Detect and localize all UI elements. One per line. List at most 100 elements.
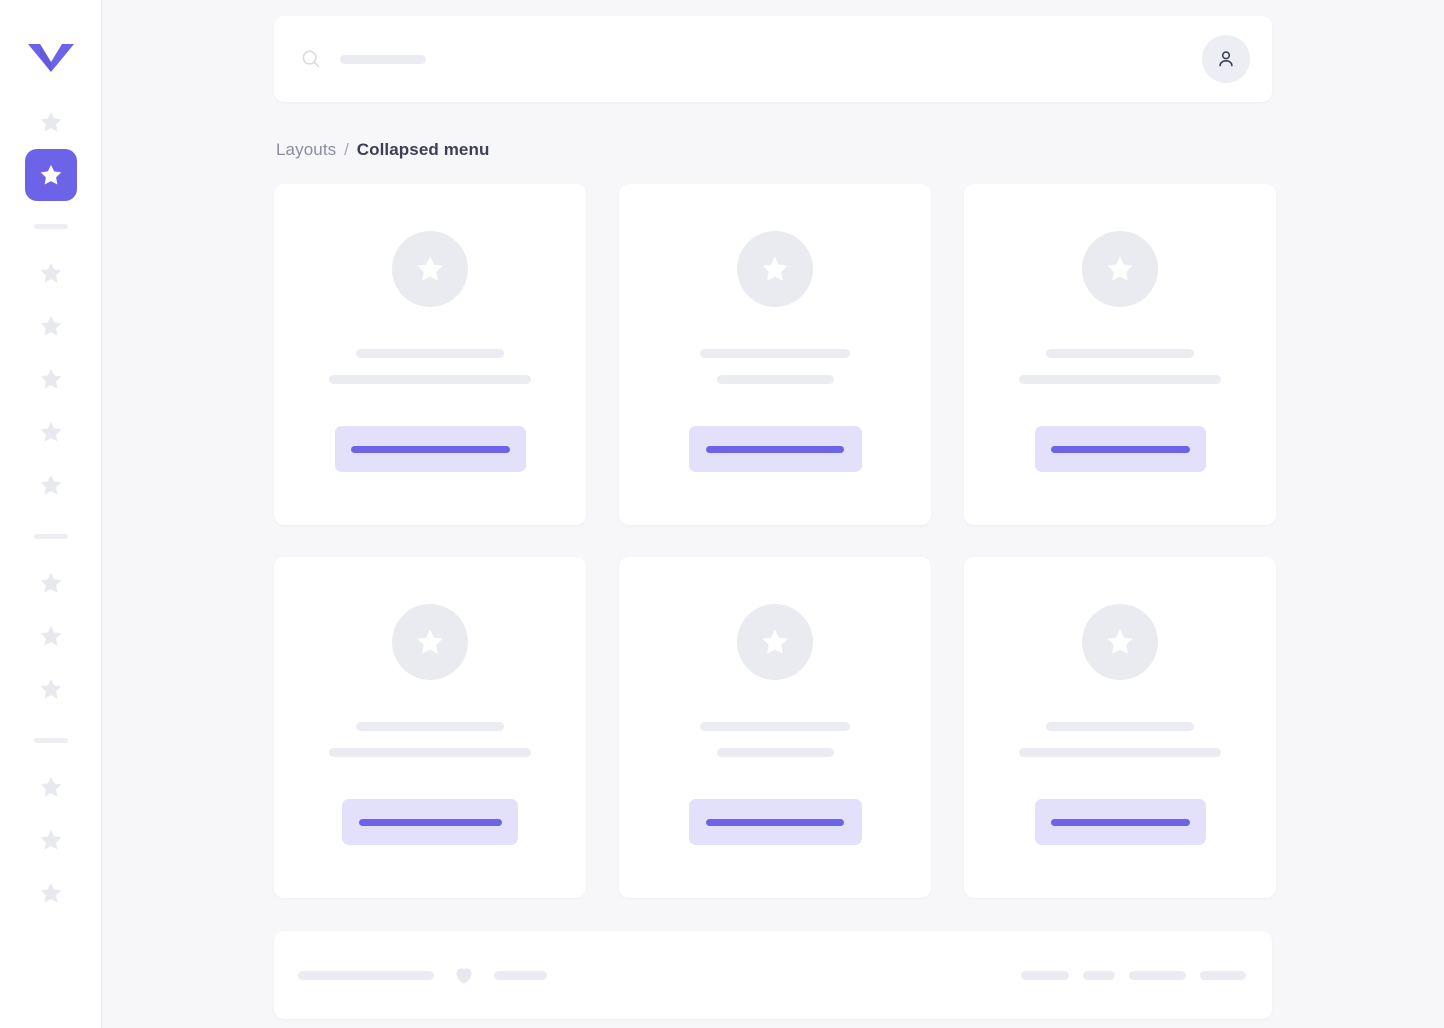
chevron-logo-icon [27, 44, 74, 72]
star-icon [40, 164, 61, 185]
breadcrumb-root[interactable]: Layouts [276, 140, 337, 159]
breadcrumb: Layouts / Collapsed menu [276, 140, 1272, 160]
sidebar-divider-2 [33, 534, 68, 539]
card[interactable] [964, 184, 1276, 525]
star-icon [1107, 256, 1133, 281]
star-icon [417, 256, 443, 281]
sidebar-item-13[interactable] [25, 867, 77, 919]
card-line-2 [329, 748, 531, 757]
sidebar-item-1[interactable] [25, 96, 77, 148]
star-icon [40, 776, 61, 797]
card[interactable] [274, 557, 586, 898]
card[interactable] [619, 557, 931, 898]
sidebar-group-3 [25, 557, 77, 716]
search-field[interactable] [300, 48, 1202, 70]
sidebar-group-2 [25, 247, 77, 512]
card-text-skeleton [619, 349, 931, 384]
card-text-skeleton [964, 722, 1276, 757]
topbar [274, 16, 1272, 102]
breadcrumb-separator: / [344, 140, 349, 159]
account-avatar-button[interactable] [1202, 35, 1250, 83]
sidebar-item-8[interactable] [25, 557, 77, 609]
card[interactable] [274, 184, 586, 525]
star-icon [1107, 629, 1133, 654]
footer-panel [274, 931, 1272, 1019]
card-text-skeleton [274, 722, 586, 757]
card-line-2 [716, 375, 834, 384]
sidebar-group-1 [24, 96, 77, 202]
star-icon [762, 256, 788, 281]
card-avatar [1082, 604, 1158, 680]
card-action-label-skeleton [706, 818, 844, 826]
sidebar-divider-3 [33, 738, 68, 743]
card-action-button[interactable] [1034, 799, 1206, 845]
content-column: Layouts / Collapsed menu [274, 16, 1276, 1019]
app-logo[interactable] [25, 30, 77, 86]
search-icon [302, 50, 320, 68]
breadcrumb-current: Collapsed menu [356, 140, 490, 159]
sidebar-item-2-active[interactable] [24, 149, 77, 201]
star-icon [40, 882, 61, 903]
card-action-button[interactable] [688, 799, 862, 845]
card-line-1 [700, 722, 850, 731]
card-line-2 [716, 748, 834, 757]
card[interactable] [619, 184, 931, 525]
card-line-1 [1046, 722, 1194, 731]
sidebar-item-10[interactable] [25, 663, 77, 715]
sidebar-item-7[interactable] [25, 459, 77, 511]
star-icon [40, 678, 61, 699]
footer-link-skeleton-3[interactable] [1129, 970, 1186, 980]
star-icon [40, 421, 61, 442]
sidebar-item-9[interactable] [25, 610, 77, 662]
card-line-2 [1019, 748, 1221, 757]
card-avatar [737, 604, 813, 680]
card-line-1 [356, 349, 504, 358]
card-line-1 [356, 722, 504, 731]
star-icon [762, 629, 788, 654]
footer-secondary-skeleton [494, 970, 547, 980]
card-action-label-skeleton [1050, 818, 1190, 826]
card-text-skeleton [619, 722, 931, 757]
sidebar-item-6[interactable] [25, 406, 77, 458]
star-icon [40, 474, 61, 495]
star-icon [40, 829, 61, 850]
footer-link-skeleton-2[interactable] [1083, 970, 1115, 980]
card-action-label-skeleton [350, 445, 510, 453]
card-avatar [737, 231, 813, 307]
card-line-1 [700, 349, 850, 358]
star-icon [40, 572, 61, 593]
card-action-button[interactable] [1034, 426, 1206, 472]
sidebar-item-3[interactable] [25, 247, 77, 299]
card-action-button[interactable] [342, 799, 518, 845]
search-placeholder-skeleton [340, 54, 426, 64]
card-avatar [392, 231, 468, 307]
footer-link-skeleton-1[interactable] [1021, 970, 1069, 980]
footer-link-skeleton-4[interactable] [1200, 970, 1246, 980]
card-line-2 [329, 375, 531, 384]
sidebar-item-11[interactable] [25, 761, 77, 813]
card-action-label-skeleton [706, 445, 844, 453]
star-icon [40, 315, 61, 336]
star-icon [40, 111, 61, 132]
sidebar-item-4[interactable] [25, 300, 77, 352]
sidebar-item-5[interactable] [25, 353, 77, 405]
card-action-button[interactable] [334, 426, 526, 472]
card-action-label-skeleton [1050, 445, 1190, 453]
card-action-button[interactable] [688, 426, 862, 472]
footer-right-group [1021, 970, 1246, 980]
main-area: Layouts / Collapsed menu [102, 0, 1444, 1028]
star-icon [417, 629, 443, 654]
sidebar-divider-1 [33, 224, 68, 229]
card[interactable] [964, 557, 1276, 898]
card-text-skeleton [274, 349, 586, 384]
card-avatar [1082, 231, 1158, 307]
footer-left-group [298, 963, 547, 987]
sidebar [0, 0, 102, 1028]
card-line-1 [1046, 349, 1194, 358]
sidebar-item-12[interactable] [25, 814, 77, 866]
heart-icon[interactable] [452, 963, 476, 987]
star-icon [40, 625, 61, 646]
card-action-label-skeleton [358, 818, 502, 826]
star-icon [40, 262, 61, 283]
